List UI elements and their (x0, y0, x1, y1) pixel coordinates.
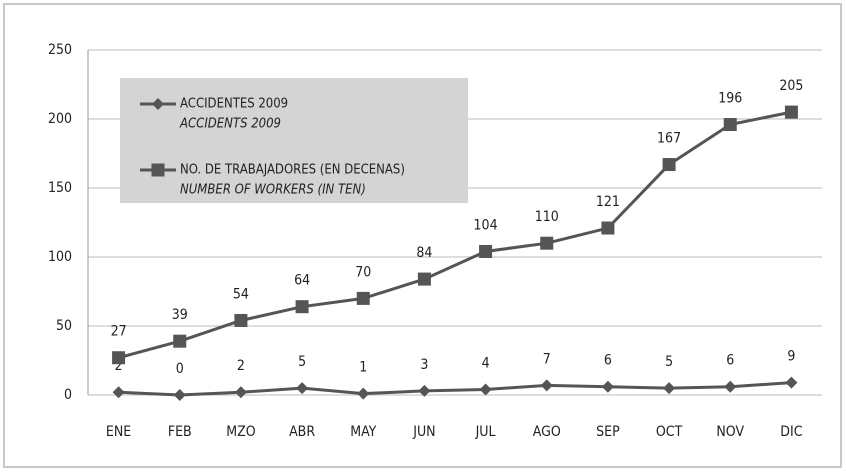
y-tick-label: 250 (48, 42, 72, 58)
point (417, 272, 431, 286)
data-label: 84 (416, 245, 432, 261)
legend-marker (151, 163, 165, 177)
data-label: 196 (718, 91, 742, 107)
data-label: 39 (172, 307, 188, 323)
series-line (118, 110, 792, 360)
data-label: 27 (111, 324, 127, 340)
point (540, 379, 553, 392)
data-label: 5 (665, 354, 673, 370)
point (785, 376, 798, 389)
data-label: 54 (233, 286, 249, 302)
x-tick-label: FEB (168, 424, 192, 440)
point (418, 384, 431, 397)
data-label: 70 (355, 264, 371, 280)
point (479, 244, 493, 258)
x-tick-label: AGO (533, 424, 561, 440)
data-label: 5 (298, 354, 306, 370)
point (112, 386, 125, 399)
data-label: 0 (176, 361, 184, 377)
data-label: 6 (604, 353, 612, 369)
data-label: 6 (726, 353, 734, 369)
point (234, 313, 248, 327)
data-label: 2 (237, 358, 245, 374)
point (357, 387, 370, 400)
x-tick-label: SEP (596, 424, 620, 440)
y-tick-label: 200 (48, 111, 72, 127)
point (173, 389, 186, 401)
x-tick-label: OCT (656, 424, 683, 440)
data-label: 3 (420, 357, 428, 373)
data-label: 9 (787, 349, 795, 365)
x-tick-label: ABR (289, 424, 315, 440)
x-tick-label: DIC (780, 424, 802, 440)
point (601, 380, 614, 393)
point (112, 351, 126, 365)
point (724, 380, 737, 393)
data-label: 167 (657, 131, 681, 147)
legend-marker (152, 98, 164, 110)
point (601, 221, 615, 235)
x-tick-label: ENE (106, 424, 131, 440)
data-label: 64 (294, 273, 310, 289)
y-tick-label: 0 (64, 387, 72, 403)
point (173, 334, 187, 348)
data-label: 104 (474, 217, 498, 233)
data-label: 110 (535, 209, 559, 225)
series-line (118, 381, 792, 397)
point (723, 118, 737, 132)
data-label: 121 (596, 194, 620, 210)
x-tick-label: JUL (475, 424, 496, 440)
x-tick-label: NOV (716, 424, 744, 440)
x-tick-label: MZO (226, 424, 255, 440)
x-tick-label: MAY (350, 424, 376, 440)
point (356, 291, 370, 305)
legend-label: NO. DE TRABAJADORES (EN DECENAS) (180, 163, 405, 178)
point (234, 386, 247, 399)
y-tick-label: 50 (56, 318, 72, 334)
y-tick-label: 100 (48, 249, 72, 265)
point (296, 382, 309, 395)
point (662, 158, 676, 172)
data-label: 4 (482, 355, 490, 371)
legend-label: NUMBER OF WORKERS (IN TEN) (180, 183, 366, 198)
legend-box (120, 78, 468, 203)
y-tick-label: 150 (48, 180, 72, 196)
legend-label: ACCIDENTS 2009 (179, 117, 281, 132)
legend-label: ACCIDENTES 2009 (180, 97, 288, 112)
data-label: 7 (543, 351, 551, 367)
point (295, 300, 309, 314)
data-label: 205 (779, 78, 803, 94)
point (663, 382, 676, 395)
data-label: 1 (359, 360, 367, 376)
data-label: 2 (115, 358, 123, 374)
chart-frame (3, 3, 842, 468)
point (784, 105, 798, 119)
x-tick-label: JUN (412, 424, 435, 440)
point (479, 383, 492, 396)
point (540, 236, 554, 250)
